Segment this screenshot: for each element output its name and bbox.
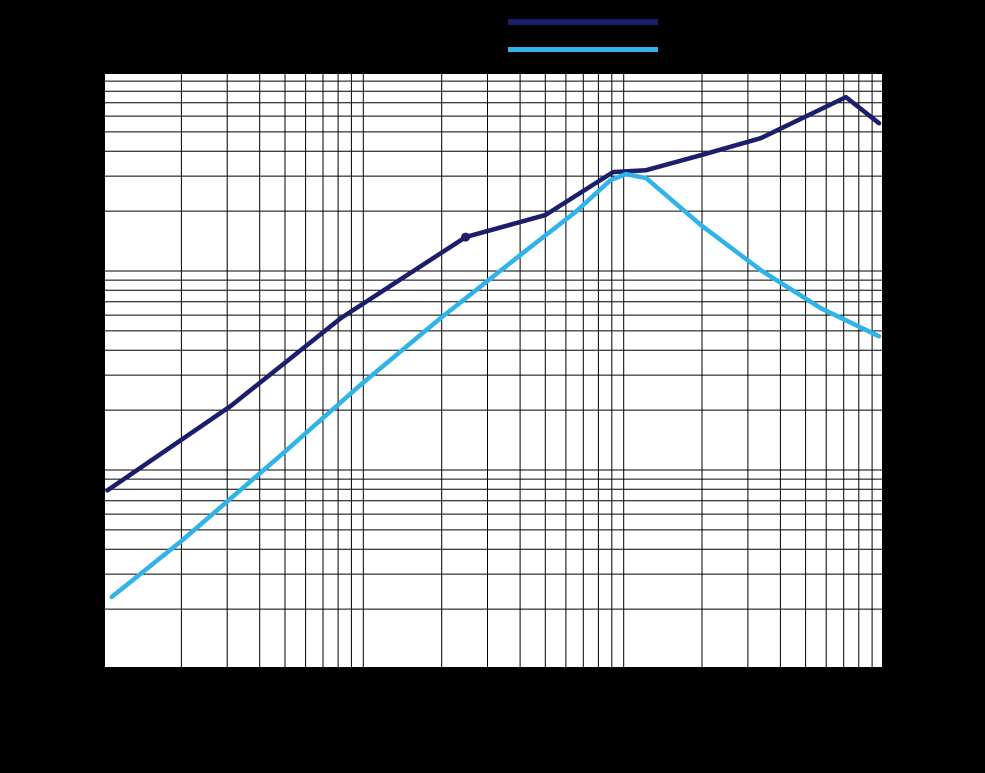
legend [508, 19, 658, 52]
dark-navy-curve-line [105, 94, 882, 493]
plot-area [103, 72, 884, 669]
legend-swatch-series-1 [508, 19, 658, 25]
dark-navy-curve-marker [461, 232, 471, 242]
plot-svg [103, 72, 884, 669]
light-blue-curve-line [109, 171, 882, 600]
legend-swatch-series-2 [508, 47, 658, 52]
